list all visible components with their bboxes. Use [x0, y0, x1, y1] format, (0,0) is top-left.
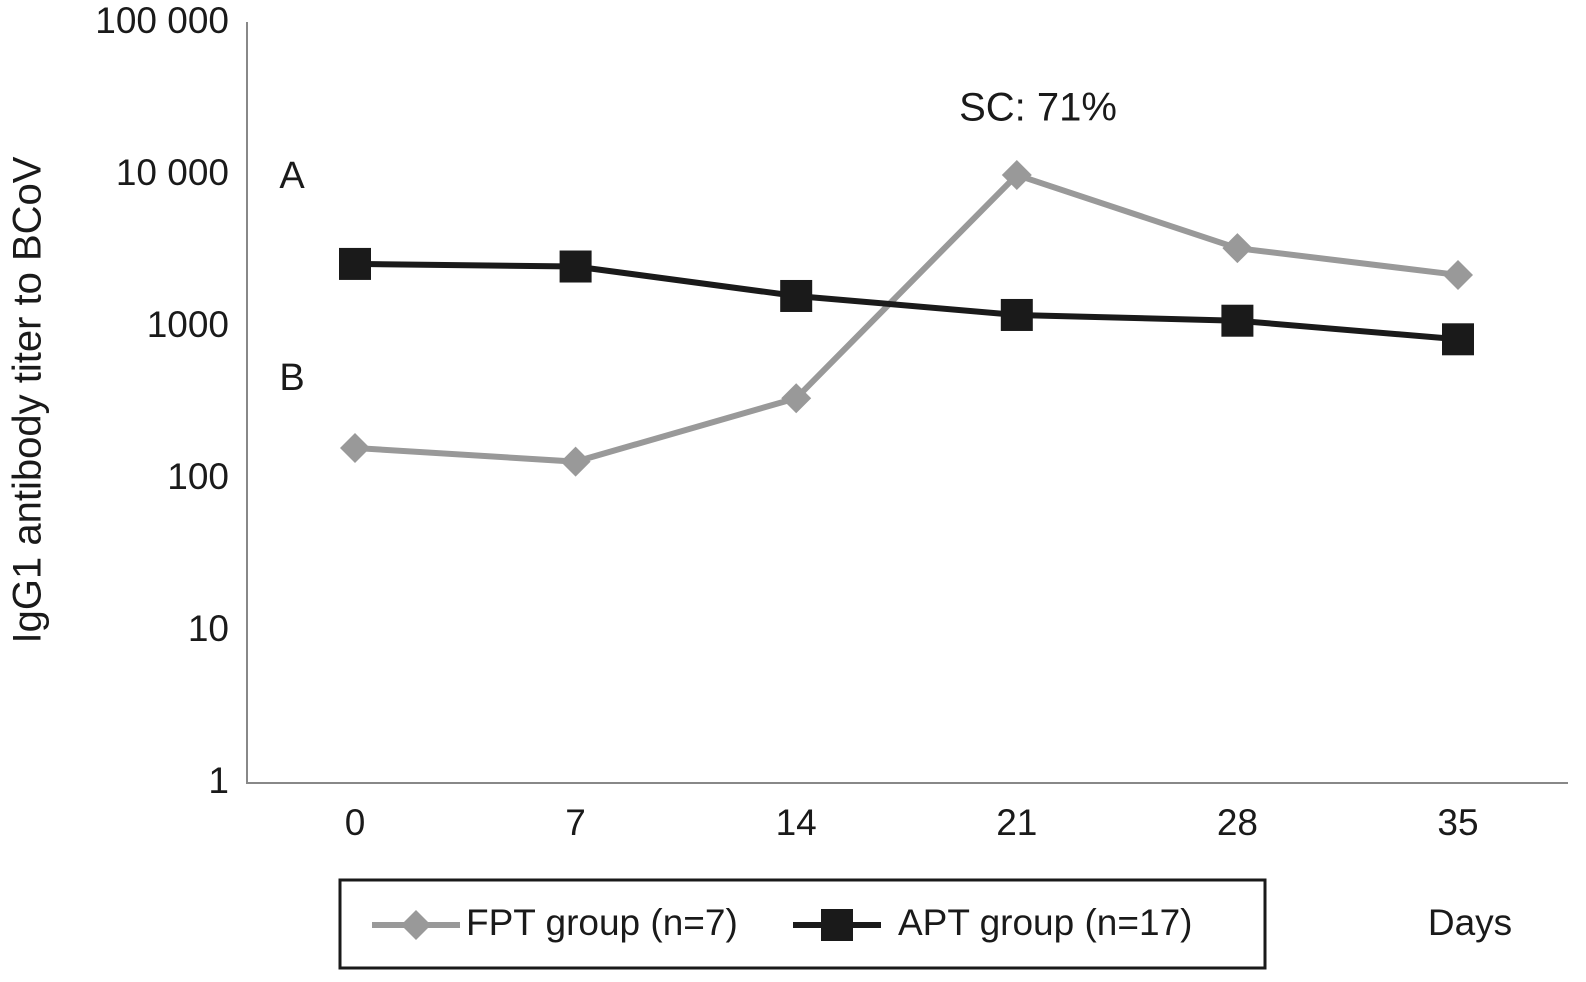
y-tick-label: 100 — [167, 456, 229, 497]
data-point — [1000, 298, 1033, 331]
y-tick-label: 10 — [188, 608, 229, 649]
x-tick-label: 28 — [1217, 802, 1258, 843]
data-point — [780, 279, 813, 312]
data-point — [559, 250, 592, 283]
legend-label: FPT group (n=7) — [466, 902, 738, 943]
data-point — [560, 446, 591, 477]
data-point — [1222, 233, 1253, 264]
x-tick-label: 0 — [345, 802, 366, 843]
legend-marker — [821, 909, 853, 941]
data-line — [354, 260, 1459, 343]
x-tick-label: 35 — [1437, 802, 1478, 843]
data-point — [1221, 304, 1254, 337]
y-tick-label: 1 — [208, 760, 229, 801]
data-point — [1442, 323, 1474, 356]
legend-box — [338, 878, 1267, 970]
data-point — [339, 247, 371, 280]
x-tick-label: 14 — [776, 802, 817, 843]
annotation: B — [279, 357, 304, 399]
x-tick-label: 7 — [565, 802, 586, 843]
x-tick-label: 21 — [996, 802, 1037, 843]
data-point — [781, 383, 812, 414]
legend-marker — [401, 910, 431, 940]
annotation: A — [279, 155, 305, 197]
data-line — [354, 171, 1459, 465]
data-point — [340, 432, 370, 463]
y-axis-label: IgG1 antibody titer to BCoV — [6, 156, 50, 643]
y-tick-label: 1000 — [147, 304, 229, 345]
data-point — [1443, 259, 1473, 290]
annotation: SC: 71% — [959, 86, 1117, 130]
x-axis-label: Days — [1428, 902, 1512, 943]
y-tick-label: 100 000 — [95, 0, 229, 41]
y-tick-label: 10 000 — [116, 152, 229, 193]
legend-label: APT group (n=17) — [898, 902, 1192, 943]
data-point — [1001, 160, 1032, 190]
